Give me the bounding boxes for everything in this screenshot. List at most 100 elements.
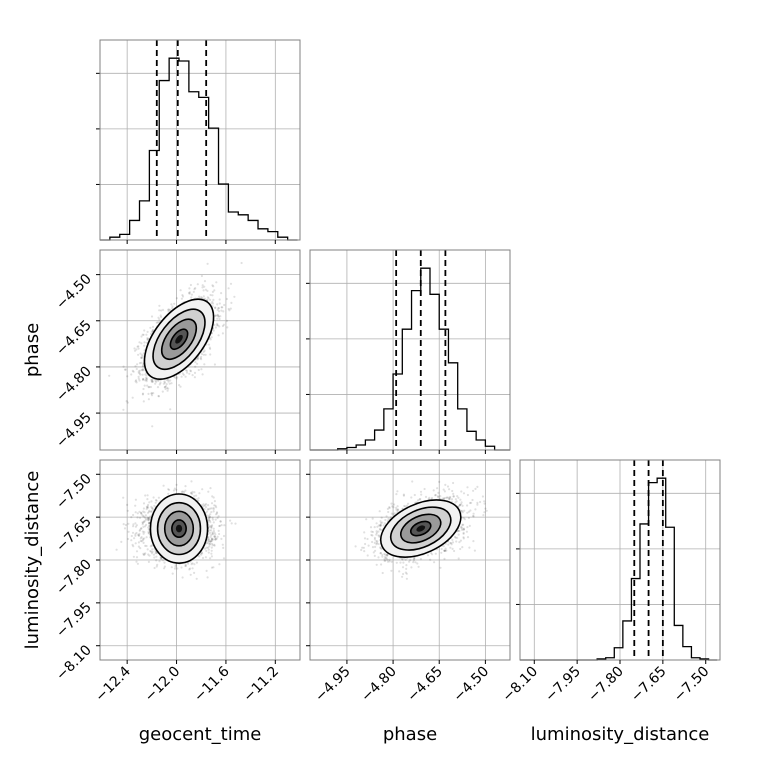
sample-point [206, 296, 209, 299]
sample-point [209, 557, 212, 560]
sample-point [133, 537, 136, 540]
sample-point [210, 526, 213, 529]
sample-point [180, 490, 183, 493]
sample-point [209, 347, 212, 350]
sample-point [200, 355, 203, 358]
sample-point [217, 334, 220, 337]
sample-point [138, 510, 141, 513]
sample-point [189, 370, 192, 373]
sample-point [218, 524, 222, 528]
sample-point [138, 516, 142, 520]
sample-point [173, 302, 176, 305]
sample-point [227, 307, 230, 311]
sample-point [200, 352, 204, 356]
sample-point [212, 496, 215, 499]
sample-point [178, 384, 181, 387]
sample-point [139, 373, 142, 376]
sample-point [154, 382, 157, 385]
sample-point [141, 333, 144, 336]
sample-point [200, 274, 203, 278]
sample-point [180, 566, 183, 569]
sample-point [143, 511, 146, 514]
sample-point [140, 354, 144, 357]
sample-point [204, 297, 207, 300]
sample-point [217, 315, 220, 318]
sample-point [203, 504, 206, 507]
sample-point [141, 521, 144, 525]
sample-point [140, 540, 143, 543]
sample-point [147, 517, 151, 520]
sample-point [140, 527, 143, 530]
sample-point [181, 576, 184, 579]
sample-point [159, 556, 162, 560]
sample-point [214, 314, 217, 317]
sample-point [200, 553, 203, 556]
sample-point [181, 490, 184, 493]
sample-point [210, 529, 213, 532]
sample-point [133, 347, 136, 350]
sample-point [134, 522, 137, 525]
sample-point [222, 546, 225, 550]
sample-point [212, 566, 215, 569]
sample-point [142, 552, 145, 555]
sample-point [191, 492, 194, 495]
sample-point [139, 528, 142, 531]
sample-point [126, 509, 129, 512]
sample-point [180, 297, 183, 300]
sample-point [194, 365, 197, 368]
sample-point [132, 513, 135, 517]
sample-point [210, 510, 213, 514]
sample-point [139, 547, 142, 550]
sample-point [210, 526, 213, 529]
sample-point [132, 555, 135, 558]
sample-point [191, 562, 194, 565]
sample-point [213, 504, 216, 507]
sample-point [209, 507, 212, 510]
sample-point [156, 386, 160, 389]
sample-point [147, 386, 150, 389]
sample-point [153, 556, 156, 559]
sample-point [147, 519, 150, 522]
sample-point [214, 518, 217, 521]
sample-point [142, 387, 145, 391]
panel-frame [99, 39, 301, 241]
sample-point [223, 524, 226, 527]
sample-point [171, 305, 174, 308]
sample-point [221, 543, 224, 546]
sample-point [154, 501, 157, 504]
sample-point [184, 369, 187, 372]
sample-point [163, 565, 166, 568]
sample-point [140, 356, 143, 360]
sample-point [214, 537, 217, 540]
sample-point [190, 296, 193, 299]
sample-point [142, 355, 145, 358]
sample-point [155, 555, 158, 558]
sample-point [158, 318, 161, 321]
sample-point [201, 552, 204, 555]
sample-point [149, 545, 152, 548]
sample-point [212, 510, 215, 513]
sample-point [146, 516, 149, 520]
sample-point [137, 370, 140, 373]
sample-point [127, 537, 130, 541]
sample-point [191, 490, 194, 493]
sample-point [204, 503, 208, 506]
sample-point [221, 306, 224, 309]
sample-point [150, 550, 153, 553]
sample-point [160, 309, 163, 312]
sample-point [150, 392, 153, 395]
sample-point [142, 541, 145, 545]
sample-point [190, 492, 193, 495]
scatter-panel-geocent_time-vs-luminosity_distance [99, 459, 301, 661]
sample-point [123, 368, 127, 371]
sample-point [210, 539, 213, 542]
sample-point [154, 379, 157, 382]
sample-point [200, 551, 203, 554]
sample-point [210, 336, 213, 339]
sample-point [208, 519, 211, 522]
sample-point [150, 379, 153, 382]
sample-point [211, 524, 214, 527]
sample-point [150, 330, 153, 333]
sample-point [210, 549, 213, 552]
